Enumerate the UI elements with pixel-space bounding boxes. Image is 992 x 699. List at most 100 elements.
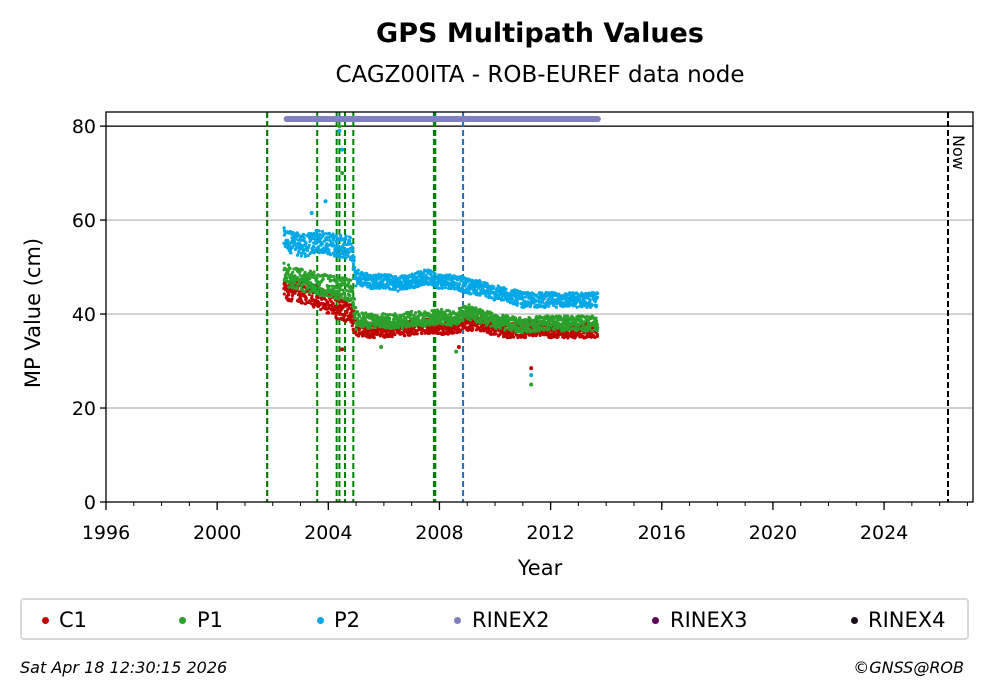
point-p1 bbox=[298, 273, 302, 277]
legend-marker-rinex2 bbox=[454, 617, 461, 624]
point-p2 bbox=[302, 233, 306, 237]
point-p1 bbox=[354, 327, 358, 332]
point-c1 bbox=[284, 284, 288, 288]
point-p2 bbox=[410, 281, 414, 285]
point-p1 bbox=[286, 269, 290, 273]
point-p1 bbox=[351, 289, 355, 293]
point-p2 bbox=[348, 239, 352, 243]
point-c1 bbox=[290, 297, 294, 301]
point-p2 bbox=[348, 236, 352, 240]
outlier-p2 bbox=[529, 373, 534, 378]
point-p1 bbox=[387, 317, 392, 322]
point-c1 bbox=[298, 292, 302, 297]
point-p2 bbox=[379, 275, 383, 279]
point-c1 bbox=[458, 329, 463, 333]
point-p2 bbox=[433, 272, 437, 276]
point-p2 bbox=[575, 305, 579, 309]
point-p2 bbox=[390, 287, 395, 291]
point-p2 bbox=[367, 281, 372, 285]
x-tick-label-2012: 2012 bbox=[526, 522, 574, 544]
point-c1 bbox=[420, 331, 424, 336]
plot-area: 0 20 40 60 80 1996 2000 2004 2008 2012 2016 2020 202… bbox=[72, 111, 974, 544]
point-p2 bbox=[316, 245, 320, 249]
point-c1 bbox=[345, 310, 349, 314]
point-c1 bbox=[356, 334, 361, 338]
y-tick-label-80: 80 bbox=[72, 116, 96, 138]
outlier-p1 bbox=[454, 349, 459, 354]
point-p2 bbox=[594, 304, 599, 308]
point-p2 bbox=[368, 273, 373, 277]
point-p2 bbox=[312, 231, 316, 235]
point-p1 bbox=[547, 327, 551, 331]
point-p2 bbox=[350, 245, 354, 249]
point-p2 bbox=[347, 250, 351, 254]
point-p2 bbox=[484, 294, 488, 298]
y-axis-label: MP Value (cm) bbox=[21, 238, 45, 388]
point-c1 bbox=[500, 331, 505, 335]
point-p2 bbox=[344, 234, 348, 238]
outlier-p1 bbox=[337, 124, 342, 129]
point-c1 bbox=[350, 324, 354, 328]
outlier-p1 bbox=[379, 344, 384, 349]
point-p2 bbox=[332, 235, 336, 239]
point-p2 bbox=[328, 239, 332, 243]
point-c1 bbox=[532, 332, 536, 336]
point-p1 bbox=[525, 330, 529, 334]
point-p1 bbox=[489, 324, 493, 328]
point-p2 bbox=[343, 242, 347, 247]
point-p1 bbox=[595, 323, 599, 327]
point-p1 bbox=[303, 290, 307, 294]
point-p2 bbox=[567, 304, 571, 308]
point-p2 bbox=[318, 232, 322, 236]
point-c1 bbox=[312, 305, 316, 309]
point-c1 bbox=[300, 301, 305, 305]
point-p1 bbox=[302, 275, 306, 279]
point-c1 bbox=[302, 285, 307, 289]
point-c1 bbox=[494, 332, 498, 336]
series-p1 bbox=[282, 124, 600, 387]
point-p1 bbox=[591, 328, 595, 333]
point-p2 bbox=[296, 233, 301, 237]
point-p2 bbox=[511, 297, 515, 301]
outlier-p2 bbox=[340, 147, 345, 152]
x-tick-label-2020: 2020 bbox=[749, 522, 797, 544]
point-p2 bbox=[303, 254, 308, 258]
point-c1 bbox=[327, 311, 331, 315]
point-p2 bbox=[515, 301, 520, 305]
point-p1 bbox=[348, 293, 352, 298]
point-c1 bbox=[336, 317, 340, 321]
point-p1 bbox=[312, 270, 316, 274]
point-p2 bbox=[423, 269, 428, 273]
point-p2 bbox=[312, 244, 316, 249]
point-p2 bbox=[334, 234, 338, 238]
point-c1 bbox=[556, 335, 560, 339]
point-c1 bbox=[316, 296, 320, 300]
point-p2 bbox=[485, 291, 489, 296]
point-p1 bbox=[342, 291, 346, 295]
point-p2 bbox=[351, 248, 355, 252]
point-p2 bbox=[443, 286, 447, 290]
point-p2 bbox=[521, 296, 525, 300]
point-c1 bbox=[514, 333, 519, 337]
point-p1 bbox=[352, 297, 356, 301]
point-p2 bbox=[331, 232, 335, 236]
point-c1 bbox=[331, 301, 335, 306]
point-p1 bbox=[474, 306, 478, 310]
x-tick-label-1996: 1996 bbox=[82, 522, 130, 544]
point-p2 bbox=[590, 303, 594, 307]
legend-marker-rinex4 bbox=[851, 617, 858, 624]
point-p2 bbox=[541, 300, 545, 304]
point-c1 bbox=[282, 292, 286, 296]
point-p1 bbox=[461, 318, 465, 322]
point-c1 bbox=[376, 329, 380, 334]
point-p2 bbox=[595, 295, 600, 299]
legend-marker-p1 bbox=[179, 617, 186, 624]
point-p2 bbox=[346, 254, 350, 259]
point-p2 bbox=[317, 229, 321, 233]
legend-label-rinex2: RINEX2 bbox=[472, 608, 550, 632]
point-p1 bbox=[288, 266, 292, 271]
chart-title: GPS Multipath Values bbox=[376, 18, 704, 49]
point-c1 bbox=[393, 332, 397, 337]
point-c1 bbox=[595, 334, 600, 338]
